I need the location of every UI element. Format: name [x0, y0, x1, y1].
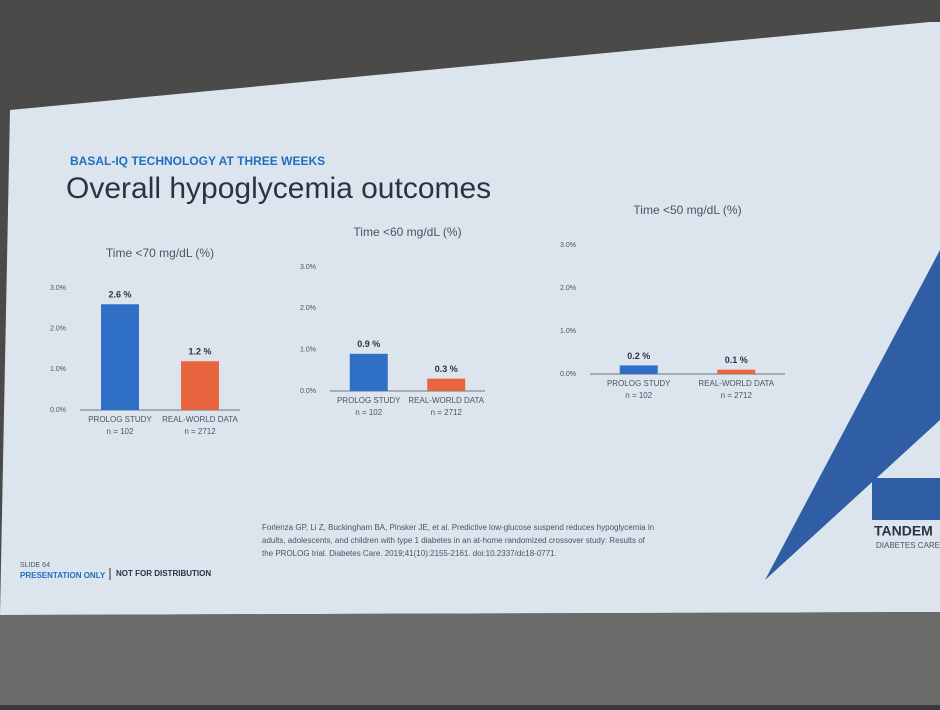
y-tick-label: 0.0%: [560, 371, 576, 378]
footer-left: PRESENTATION ONLY: [20, 571, 106, 580]
sample-size: n = 2712: [431, 408, 463, 417]
x-tick-label: PROLOG STUDY: [88, 415, 152, 424]
bar: [101, 304, 139, 410]
value-label: 0.1 %: [725, 355, 748, 365]
value-label: 2.6 %: [108, 290, 131, 300]
x-tick-label: PROLOG STUDY: [607, 379, 671, 388]
x-tick-label: REAL-WORLD DATA: [162, 415, 238, 424]
footer-right: NOT FOR DISTRIBUTION: [116, 569, 211, 578]
decor: [765, 250, 940, 580]
y-tick-label: 3.0%: [560, 242, 576, 249]
y-tick-label: 1.0%: [300, 347, 316, 354]
slide: [0, 22, 940, 615]
y-tick-label: 0.0%: [50, 407, 66, 414]
y-tick-label: 1.0%: [560, 328, 576, 335]
sample-size: n = 102: [107, 427, 134, 436]
chart-title: Time <60 mg/dL (%): [353, 225, 461, 239]
kicker: BASAL-IQ TECHNOLOGY AT THREE WEEKS: [70, 154, 325, 168]
bar: [619, 365, 658, 374]
floor: [0, 612, 940, 705]
bar: [717, 369, 756, 374]
value-label: 0.2 %: [627, 351, 650, 361]
value-label: 1.2 %: [188, 347, 211, 357]
value-label: 0.3 %: [435, 364, 458, 374]
value-label: 0.9 %: [357, 339, 380, 349]
y-tick-label: 0.0%: [300, 388, 316, 395]
x-tick-label: REAL-WORLD DATA: [698, 379, 774, 388]
bar: [427, 378, 466, 391]
y-tick-label: 1.0%: [50, 366, 66, 373]
x-tick-label: PROLOG STUDY: [337, 396, 401, 405]
logo-sub: DIABETES CARE: [876, 541, 940, 550]
chart-title: Time <50 mg/dL (%): [633, 203, 741, 217]
slide-number: SLIDE 64: [20, 562, 50, 569]
logo-box: [872, 478, 940, 520]
y-tick-label: 3.0%: [300, 264, 316, 271]
citation-line: Forlenza GP, Li Z, Buckingham BA, Pinske…: [262, 523, 654, 532]
y-tick-label: 2.0%: [300, 305, 316, 312]
sample-size: n = 102: [355, 408, 382, 417]
bar: [181, 361, 219, 410]
citation-line: adults, adolescents, and children with t…: [262, 536, 646, 545]
slide-title: Overall hypoglycemia outcomes: [66, 172, 491, 205]
y-tick-label: 3.0%: [50, 285, 66, 292]
chart-title: Time <70 mg/dL (%): [106, 246, 214, 260]
y-tick-label: 2.0%: [50, 326, 66, 333]
sample-size: n = 2712: [184, 427, 216, 436]
citation-line: the PROLOG trial. Diabetes Care. 2019;41…: [262, 549, 557, 558]
y-tick-label: 2.0%: [560, 285, 576, 292]
x-tick-label: REAL-WORLD DATA: [408, 396, 484, 405]
sample-size: n = 102: [625, 391, 652, 400]
sample-size: n = 2712: [721, 391, 753, 400]
logo-name: TANDEM: [874, 523, 933, 539]
bar: [349, 353, 388, 391]
